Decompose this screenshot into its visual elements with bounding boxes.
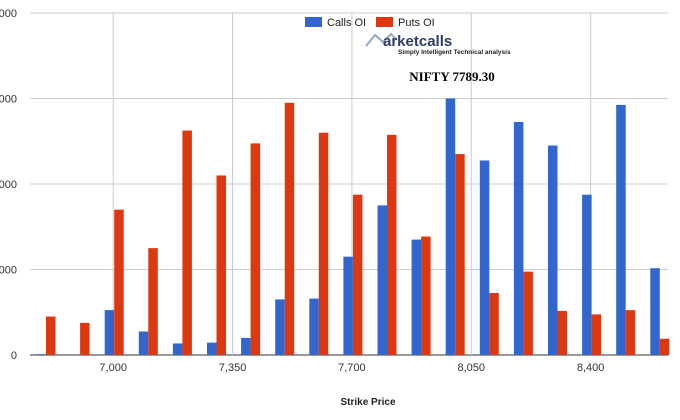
calls-oi-bar-6800[interactable] xyxy=(36,354,47,355)
puts-oi-bar-8500[interactable] xyxy=(625,310,636,355)
calls-oi-bar-7100[interactable] xyxy=(138,331,149,355)
watermark-logo: arketcalls Simply Intelligent Technical … xyxy=(365,32,511,56)
calls-oi-bar-7700[interactable] xyxy=(343,256,353,355)
legend-label-calls: Calls OI xyxy=(327,17,366,29)
puts-oi-bar-7700[interactable] xyxy=(352,194,363,355)
legend-item-calls[interactable]: Calls OI xyxy=(305,17,366,29)
puts-oi-bar-7600[interactable] xyxy=(318,132,329,355)
x-tick-label: 7,700 xyxy=(338,362,366,374)
calls-oi-bar-8100[interactable] xyxy=(479,160,490,355)
puts-oi-bar-8100[interactable] xyxy=(489,293,499,355)
calls-oi-bar-8000[interactable] xyxy=(445,98,456,356)
legend: Calls OI Puts OI xyxy=(305,17,435,29)
puts-oi-bar-7200[interactable] xyxy=(182,130,192,355)
legend-label-puts: Puts OI xyxy=(398,17,435,29)
calls-oi-bar-7300[interactable] xyxy=(207,342,217,355)
y-tick-label: 0 xyxy=(11,350,17,362)
calls-oi-bar-7000[interactable] xyxy=(104,310,115,355)
x-axis-label: Strike Price xyxy=(340,397,395,408)
x-tick-label: 7,000 xyxy=(99,362,127,374)
y-tick-label: ,000 xyxy=(0,265,17,277)
logo-chart-icon xyxy=(365,32,398,47)
calls-oi-bar-7200[interactable] xyxy=(172,343,183,355)
calls-oi-bar-8300[interactable] xyxy=(548,145,558,355)
calls-oi-bar-8400[interactable] xyxy=(582,194,592,355)
puts-oi-bar-8600[interactable] xyxy=(659,338,670,355)
chart-title: NIFTY 7789.30 xyxy=(409,69,494,84)
calls-oi-bar-7800[interactable] xyxy=(377,205,388,355)
x-tick-label: 7,350 xyxy=(219,362,247,374)
calls-oi-bar-8500[interactable] xyxy=(616,104,626,355)
y-tick-label: ,000 xyxy=(0,8,17,20)
calls-oi-bar-8200[interactable] xyxy=(513,122,524,355)
puts-oi-bar-7100[interactable] xyxy=(148,248,158,355)
legend-swatch-calls xyxy=(305,17,322,27)
calls-oi-bar-7900[interactable] xyxy=(411,239,422,355)
calls-oi-bar-8600[interactable] xyxy=(650,268,660,355)
watermark-tagline: Simply Intelligent Technical analysis xyxy=(398,49,511,56)
puts-oi-bar-7500[interactable] xyxy=(284,102,295,356)
x-axis-ticks: 7,000 7,350 7,700 8,050 8,400 xyxy=(99,362,604,374)
calls-oi-bar-7500[interactable] xyxy=(275,299,285,355)
puts-oi-bar-6900[interactable] xyxy=(80,322,90,355)
puts-oi-bar-8400[interactable] xyxy=(591,314,602,355)
puts-oi-bar-8000[interactable] xyxy=(455,154,465,355)
y-tick-label: ,000 xyxy=(0,179,17,191)
puts-oi-bar-8300[interactable] xyxy=(557,310,568,355)
x-tick-label: 8,400 xyxy=(577,362,605,374)
legend-swatch-puts xyxy=(376,17,393,27)
calls-oi-bar-7400[interactable] xyxy=(241,337,251,355)
legend-item-puts[interactable]: Puts OI xyxy=(376,17,435,29)
puts-oi-bar-8200[interactable] xyxy=(523,271,533,355)
y-tick-label: ,000 xyxy=(0,94,17,106)
puts-oi-bar-7300[interactable] xyxy=(216,175,227,355)
watermark-brand: arketcalls xyxy=(383,33,452,50)
puts-oi-bar-7000[interactable] xyxy=(114,209,124,355)
puts-oi-bar-7400[interactable] xyxy=(250,143,261,355)
x-tick-label: 8,050 xyxy=(457,362,485,374)
puts-oi-bar-6800[interactable] xyxy=(46,316,56,355)
puts-oi-bar-7900[interactable] xyxy=(421,236,431,355)
bars xyxy=(36,98,670,356)
puts-oi-bar-7800[interactable] xyxy=(387,134,397,355)
y-axis-ticks: 0 ,000 ,000 ,000 ,000 xyxy=(0,8,17,362)
calls-oi-bar-7600[interactable] xyxy=(309,298,319,355)
